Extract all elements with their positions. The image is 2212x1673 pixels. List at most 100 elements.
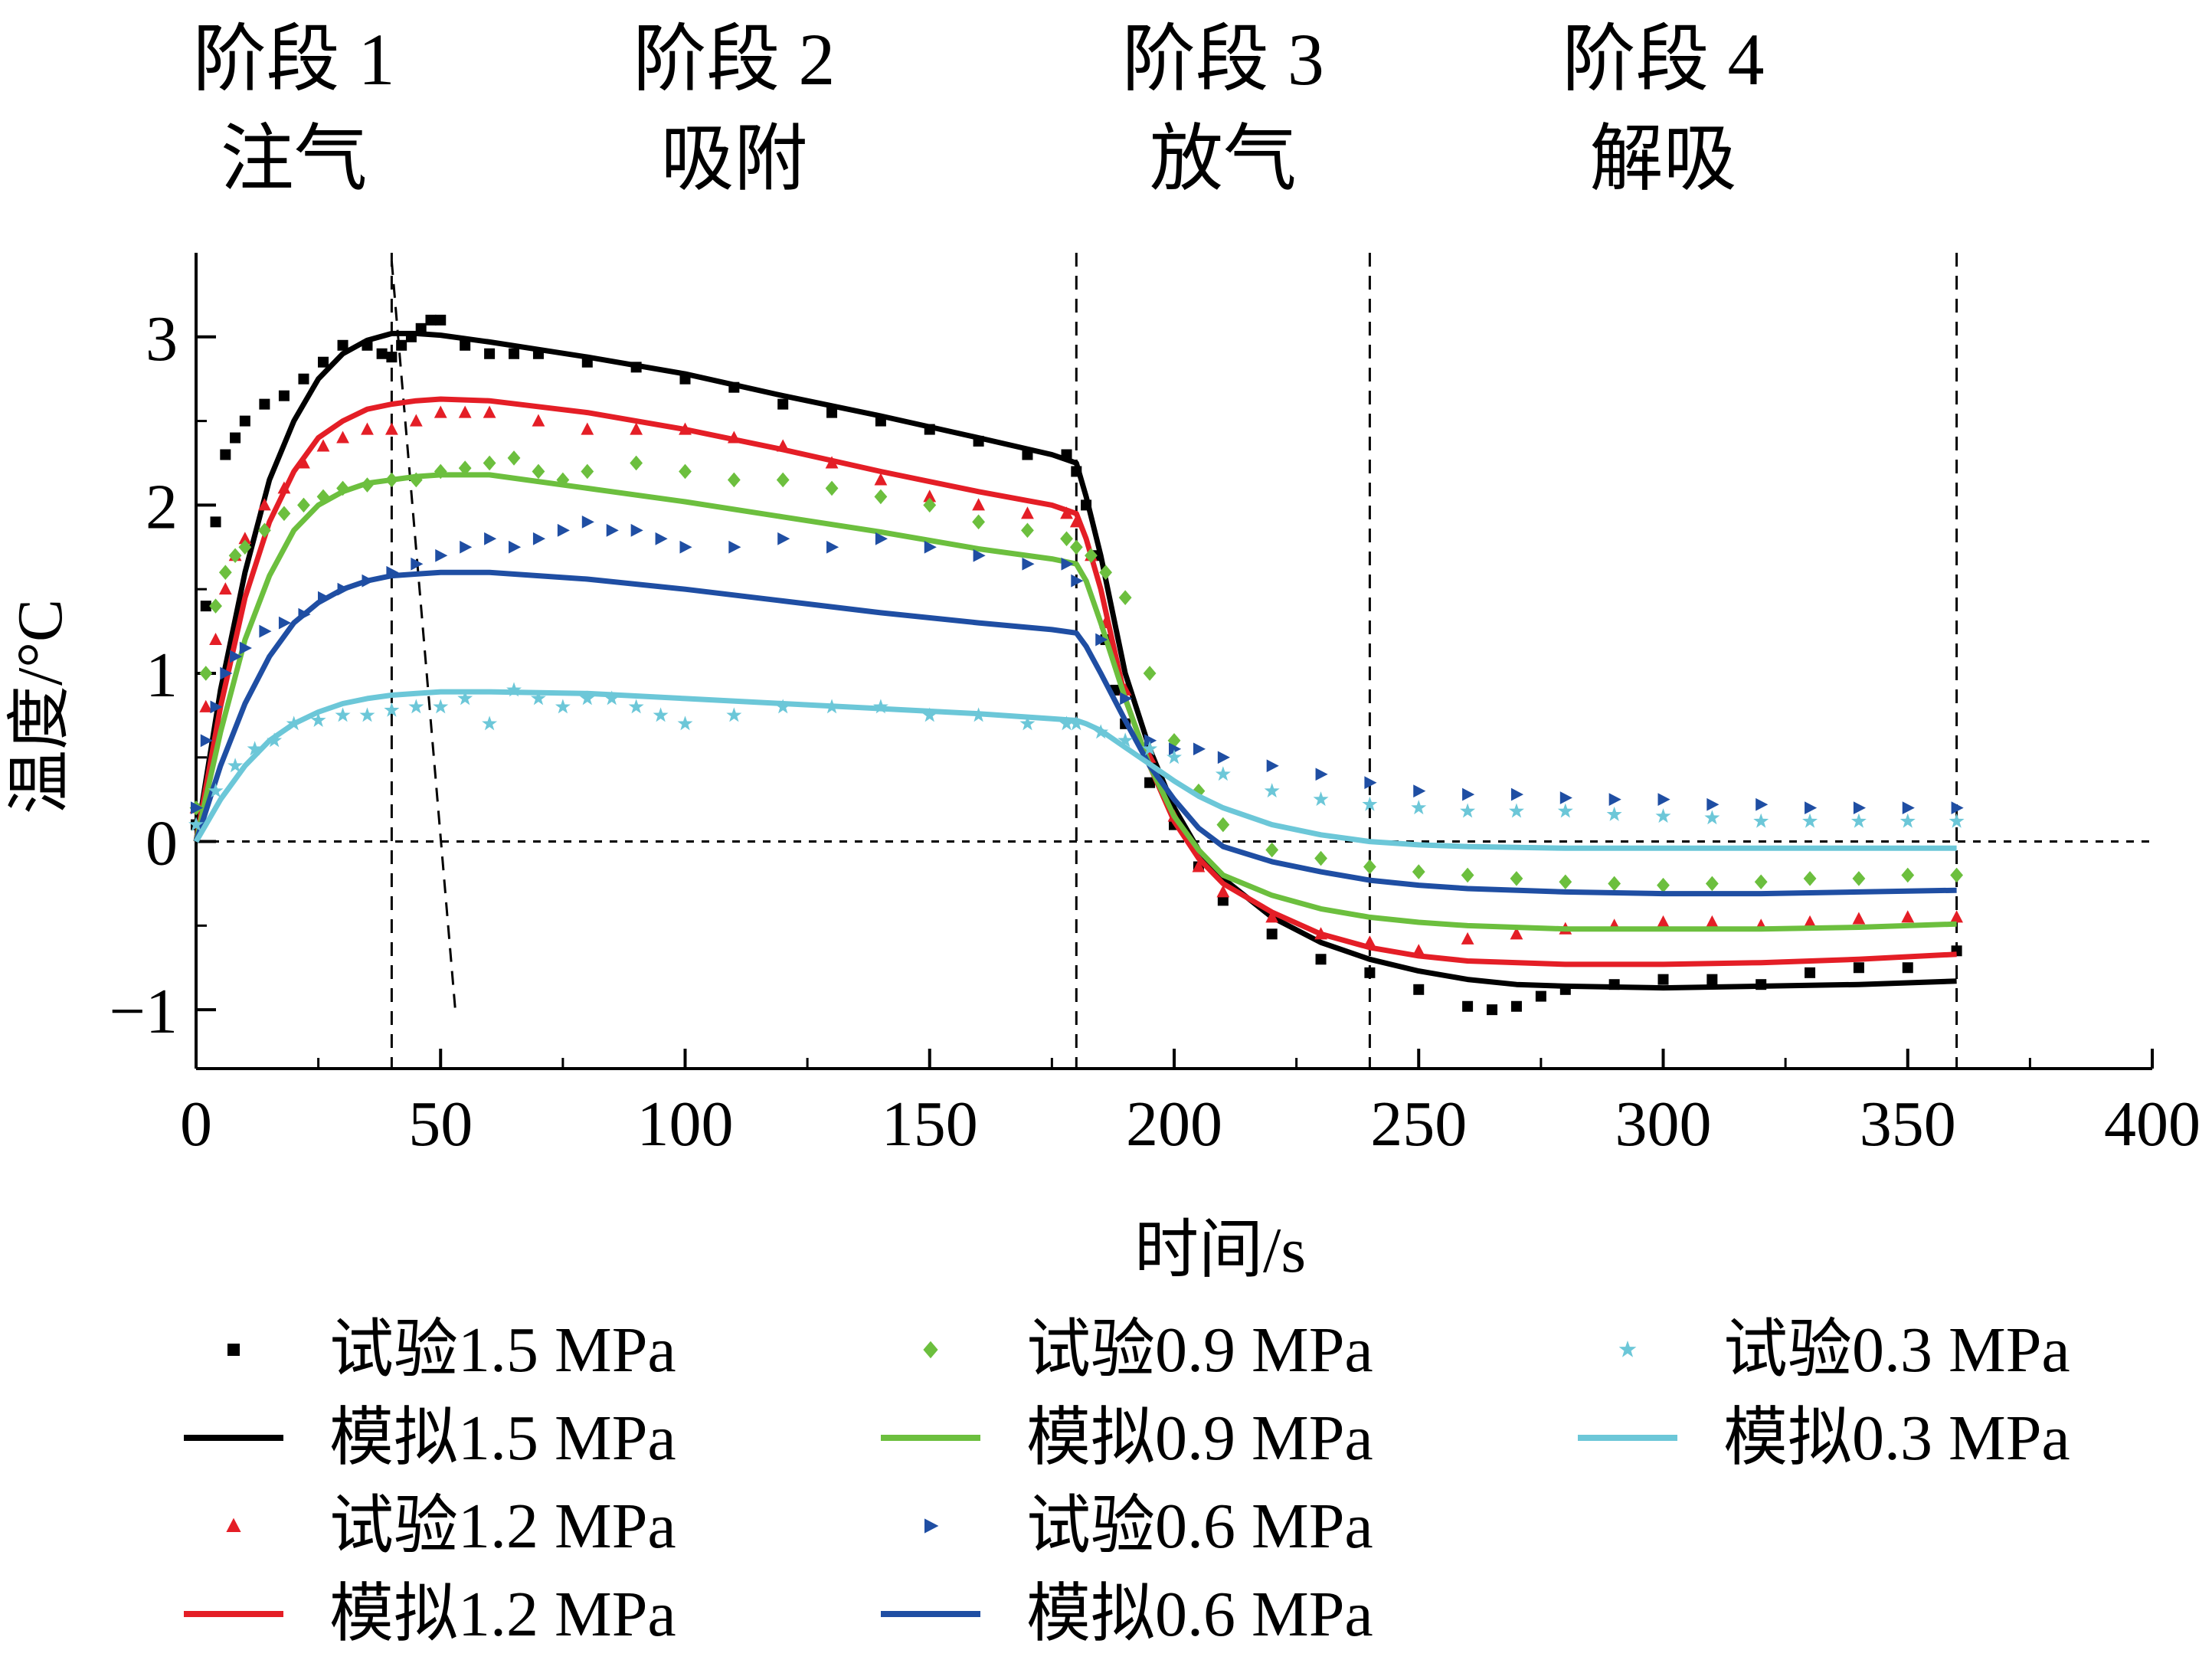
- data-point: [1460, 803, 1476, 818]
- data-point: [1753, 813, 1769, 828]
- series-points-8: [188, 682, 1965, 832]
- legend-label: 试验0.9 MPa: [1026, 1314, 1373, 1386]
- data-point: [1803, 871, 1817, 886]
- data-point: [1706, 797, 1720, 811]
- data-point: [509, 540, 522, 554]
- x-tick-label: 150: [882, 1089, 978, 1160]
- data-point: [1487, 1004, 1498, 1016]
- series-points-4: [189, 450, 1963, 893]
- data-point: [1099, 565, 1113, 581]
- data-point: [630, 523, 643, 537]
- data-point: [227, 758, 244, 773]
- x-tick-label: 100: [637, 1089, 734, 1160]
- data-point: [1510, 787, 1524, 801]
- legend-label: 试验0.6 MPa: [1026, 1491, 1373, 1562]
- y-tick-label: −1: [110, 976, 178, 1047]
- data-point: [1805, 967, 1816, 978]
- data-point: [1143, 666, 1157, 681]
- data-point: [1902, 962, 1913, 974]
- data-point: [630, 455, 643, 471]
- data-point: [1657, 877, 1670, 893]
- phase-labels: 阶段 1 注气 阶段 2 吸附 阶段 3 放气 阶段 4 解吸: [193, 18, 1765, 200]
- data-point: [923, 497, 937, 513]
- data-point: [923, 489, 937, 503]
- data-point: [257, 498, 271, 511]
- data-point: [200, 734, 213, 748]
- phase-name-label: 注气: [221, 118, 368, 200]
- data-point: [972, 514, 985, 530]
- data-point: [238, 532, 252, 545]
- y-tick-label: 0: [146, 808, 178, 879]
- data-point: [1060, 531, 1073, 547]
- data-point: [1657, 793, 1670, 807]
- phase-stage-label: 阶段 1: [193, 18, 395, 100]
- data-point: [677, 715, 693, 731]
- data-point: [1217, 895, 1229, 906]
- data-point: [359, 707, 375, 722]
- data-point: [1508, 803, 1524, 818]
- data-point: [208, 783, 224, 798]
- data-point: [1315, 768, 1328, 781]
- data-point: [1802, 813, 1818, 828]
- data-point: [1118, 590, 1132, 605]
- y-tick-label: 2: [146, 471, 178, 542]
- data-point: [218, 582, 232, 595]
- data-point: [484, 348, 496, 359]
- data-point: [385, 422, 398, 435]
- data-point: [425, 314, 437, 326]
- data-point: [1902, 801, 1915, 815]
- data-point: [776, 472, 790, 488]
- phase-name-label: 解吸: [1590, 118, 1737, 200]
- data-point: [484, 532, 497, 545]
- data-point: [1192, 859, 1206, 873]
- data-point: [1144, 734, 1157, 748]
- data-point: [728, 540, 741, 554]
- legend-label: 模拟0.3 MPa: [1723, 1403, 2070, 1474]
- data-point: [458, 460, 472, 476]
- x-tick-label: 200: [1126, 1089, 1222, 1160]
- data-point: [1462, 1000, 1474, 1012]
- legend-label: 模拟0.6 MPa: [1026, 1579, 1373, 1650]
- x-tick-label: 350: [1860, 1089, 1956, 1160]
- data-point: [1510, 927, 1523, 940]
- data-point: [1265, 842, 1279, 858]
- data-point: [1705, 915, 1719, 928]
- data-point: [433, 699, 449, 714]
- y-tick-label: 1: [146, 640, 178, 711]
- data-point: [1413, 784, 1426, 798]
- data-point: [411, 557, 424, 571]
- data-point: [653, 707, 669, 722]
- data-point: [230, 432, 241, 444]
- data-point: [361, 422, 374, 435]
- series-points-6: [191, 515, 1964, 815]
- series-line-1: [193, 330, 1957, 991]
- data-point: [555, 699, 571, 714]
- data-point: [509, 348, 520, 359]
- phase-name-label: 放气: [1150, 118, 1297, 200]
- data-point: [1657, 915, 1670, 928]
- data-point: [875, 532, 888, 545]
- data-point: [1313, 791, 1329, 807]
- data-point: [1193, 742, 1206, 756]
- data-point: [655, 532, 668, 545]
- legend-marker-swatch: [226, 1517, 241, 1532]
- data-point: [434, 405, 447, 418]
- data-point: [278, 616, 292, 630]
- data-point: [200, 601, 211, 612]
- data-point: [826, 407, 838, 418]
- data-point: [257, 522, 271, 539]
- data-point: [1510, 1000, 1522, 1012]
- x-tick-label: 250: [1370, 1089, 1467, 1160]
- data-point: [507, 450, 521, 466]
- x-tick-label: 50: [408, 1089, 473, 1160]
- data-point: [1852, 912, 1866, 925]
- y-axis-title: 温度/°C: [5, 599, 76, 814]
- data-point: [1085, 548, 1098, 564]
- data-point: [1144, 777, 1156, 788]
- data-point: [579, 690, 595, 706]
- legend-marker-swatch: [923, 1341, 938, 1359]
- data-point: [628, 699, 644, 714]
- data-point: [483, 405, 496, 418]
- data-point: [228, 548, 242, 564]
- data-point: [1216, 817, 1230, 833]
